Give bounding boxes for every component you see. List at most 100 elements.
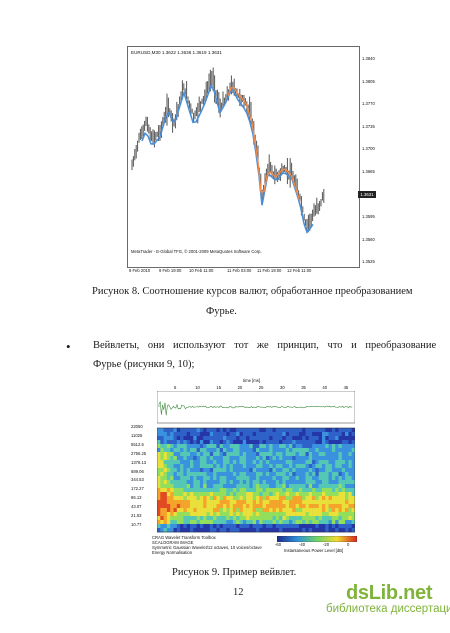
scalogram-cell — [203, 452, 207, 457]
scalogram-cell — [176, 444, 181, 449]
scalogram-cell — [196, 500, 201, 505]
scalogram-cell — [295, 432, 300, 437]
scalogram-cell — [295, 484, 300, 489]
scalogram-cell — [242, 444, 247, 449]
scalogram-cell — [249, 464, 253, 469]
scalogram-cell — [196, 504, 201, 509]
scalogram-cell — [157, 440, 161, 445]
scalogram-cell — [308, 444, 313, 449]
scalogram-cell — [289, 436, 293, 441]
scalogram-cell — [295, 444, 300, 449]
scalogram-cell — [259, 512, 263, 517]
scalogram-cell — [345, 476, 349, 481]
scalogram-cell — [209, 504, 214, 509]
scalogram-cell — [298, 528, 303, 533]
scalogram-cell — [272, 440, 277, 445]
scalogram-cell — [305, 456, 310, 461]
scalogram-cell — [275, 504, 280, 509]
scalogram-cell — [183, 448, 187, 453]
scalogram-cell — [213, 440, 217, 445]
scalogram-cell — [163, 480, 168, 485]
scalogram-cell — [322, 520, 326, 525]
scalogram-cell — [341, 448, 346, 453]
scalogram-cell — [196, 480, 201, 485]
scalogram-cell — [285, 524, 290, 529]
scalogram-cell — [308, 496, 313, 501]
scalogram-cell — [279, 516, 283, 521]
scalogram-cell — [239, 516, 244, 521]
scalogram-cell — [206, 508, 211, 513]
scalogram-cell — [298, 508, 303, 513]
scalogram-cell — [265, 504, 270, 509]
scalogram-cell — [249, 432, 253, 437]
scalogram-frame — [157, 427, 355, 533]
scalogram-cell — [229, 500, 234, 505]
scalogram-cell — [292, 524, 296, 529]
scalogram-cell — [325, 516, 329, 521]
scalogram-cell — [289, 452, 293, 457]
scalogram-cell — [190, 492, 194, 497]
scalogram-cell — [295, 468, 300, 473]
scalogram-cell — [338, 440, 343, 445]
scalogram-cell — [265, 432, 270, 437]
scalogram-cell — [183, 516, 187, 521]
scalogram-cell — [285, 508, 290, 513]
scalogram-cell — [322, 464, 326, 469]
scalogram-cell — [302, 468, 306, 473]
frequency-tick-label: 86.13 — [131, 495, 142, 501]
scalogram-cell — [341, 460, 346, 465]
scalogram-cell — [190, 452, 194, 457]
scalogram-cell — [180, 512, 184, 517]
scalogram-cell — [193, 476, 197, 481]
current-price-tag: 1.3631 — [358, 190, 376, 198]
scalogram-cell — [279, 456, 283, 461]
scalogram-cell — [239, 448, 244, 453]
fourier-line-orange — [227, 86, 301, 202]
scalogram-cell — [170, 448, 174, 453]
scalogram-cell — [345, 480, 349, 485]
scalogram-cell — [203, 528, 207, 533]
scalogram-cell — [216, 508, 220, 513]
scalogram-cell — [193, 492, 197, 497]
scalogram-cell — [249, 452, 253, 457]
scalogram-cell — [236, 428, 240, 433]
scalogram-cell — [216, 472, 220, 477]
scalogram-cell — [272, 432, 277, 437]
scalogram-cell — [302, 456, 306, 461]
scalogram-cell — [348, 484, 352, 489]
scalogram-cell — [302, 476, 306, 481]
scalogram-cell — [279, 472, 283, 477]
scalogram-cell — [252, 496, 257, 501]
scalogram-cell — [325, 512, 329, 517]
scalogram-cell — [173, 520, 178, 525]
scalogram-cell — [312, 472, 316, 477]
scalogram-cell — [298, 456, 303, 461]
scalogram-cell — [259, 448, 263, 453]
scalogram-cell — [252, 492, 257, 497]
scalogram-cell — [229, 520, 234, 525]
scalogram-cell — [176, 476, 181, 481]
scalogram-cell — [269, 436, 273, 441]
scalogram-cell — [223, 456, 227, 461]
scalogram-cell — [246, 432, 250, 437]
scalogram-cell — [289, 444, 293, 449]
scalogram-cell — [216, 488, 220, 493]
scalogram-cell — [226, 464, 230, 469]
scalogram-cell — [331, 504, 336, 509]
scalogram-cell — [318, 444, 323, 449]
scalogram-cell — [226, 496, 230, 501]
scalogram-cell — [345, 444, 349, 449]
scalogram-cell — [213, 484, 217, 489]
scalogram-cell — [331, 448, 336, 453]
scalogram-cell — [265, 508, 270, 513]
scalogram-cell — [298, 476, 303, 481]
scalogram-cell — [292, 472, 296, 477]
scalogram-cell — [279, 436, 283, 441]
frequency-tick-label: 21.53 — [131, 513, 142, 518]
scalogram-cell — [199, 484, 204, 489]
scalogram-cell — [295, 464, 300, 469]
scalogram-cell — [190, 436, 194, 441]
scalogram-cell — [275, 456, 280, 461]
scalogram-cell — [289, 472, 293, 477]
scalogram-cell — [173, 436, 178, 441]
